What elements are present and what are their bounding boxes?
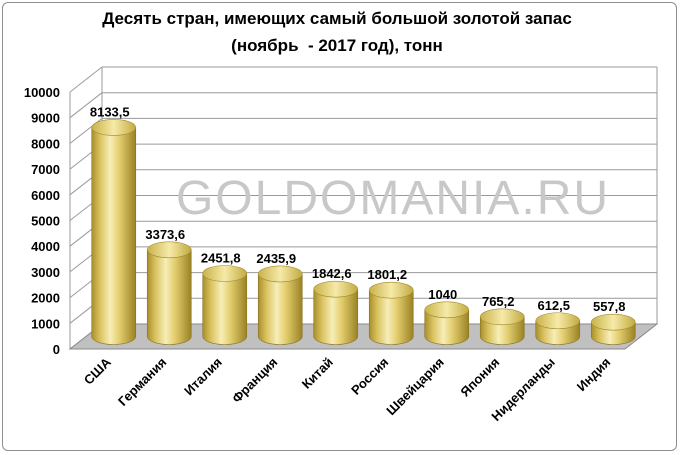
data-label: 2451,8 (201, 250, 241, 265)
chart-subtitle: (ноябрь - 2017 год), тонн (231, 36, 443, 55)
x-tick-label: Китай (299, 355, 336, 392)
y-tick-label: 2000 (31, 291, 60, 306)
bar (590, 313, 636, 345)
x-tick-label: Россия (348, 355, 391, 398)
y-tick-label: 7000 (31, 162, 60, 177)
y-axis: 0 1000 2000 3000 4000 5000 6000 7000 8000 9000 100… (24, 85, 60, 357)
data-label: 612,5 (537, 298, 570, 313)
y-tick-label: 4000 (31, 239, 60, 254)
data-label: 2435,9 (256, 251, 296, 266)
gridline-side (69, 66, 103, 93)
x-tick-label: Япония (457, 355, 502, 400)
bar (368, 281, 414, 345)
y-tick-label: 10000 (24, 85, 60, 100)
bar (424, 301, 470, 345)
x-tick-label: Индия (574, 355, 614, 395)
y-tick-label: 1000 (31, 316, 60, 331)
bars (91, 119, 636, 345)
bar (535, 312, 581, 345)
bar (146, 241, 192, 345)
bar (91, 119, 137, 345)
x-tick-label: Италия (181, 355, 225, 399)
bar (479, 308, 525, 345)
gridline-side (69, 92, 103, 119)
y-tick-label: 3000 (31, 265, 60, 280)
y-tick-label: 5000 (31, 214, 60, 229)
y-tick-label: 9000 (31, 111, 60, 126)
x-tick-label: США (81, 354, 115, 388)
y-tick-label: 6000 (31, 188, 60, 203)
data-label: 8133,5 (90, 104, 130, 119)
data-label: 1801,2 (367, 267, 407, 282)
bar (202, 265, 248, 345)
y-tick-label: 0 (53, 342, 60, 357)
data-label: 765,2 (482, 294, 515, 309)
bar (257, 265, 303, 345)
data-label: 557,8 (593, 299, 626, 314)
x-axis: США Германия Италия Франция Китай РоссияШвейц… (81, 354, 614, 424)
data-label: 1040 (428, 287, 457, 302)
data-labels: 8133,5 3373,6 2451,8 2435,9 1842,6 1801,2 1040… (90, 104, 626, 314)
data-label: 3373,6 (145, 227, 185, 242)
bar (313, 280, 359, 345)
data-label: 1842,6 (312, 266, 352, 281)
y-tick-label: 8000 (31, 136, 60, 151)
x-tick-label: Германия (115, 355, 169, 409)
watermark: GOLDOMANIA.RU (176, 172, 610, 225)
x-tick-label: Франция (229, 355, 280, 406)
chart-title: Десять стран, имеющих самый большой золо… (102, 9, 572, 28)
x-tick-label: Швейцария (383, 355, 447, 419)
